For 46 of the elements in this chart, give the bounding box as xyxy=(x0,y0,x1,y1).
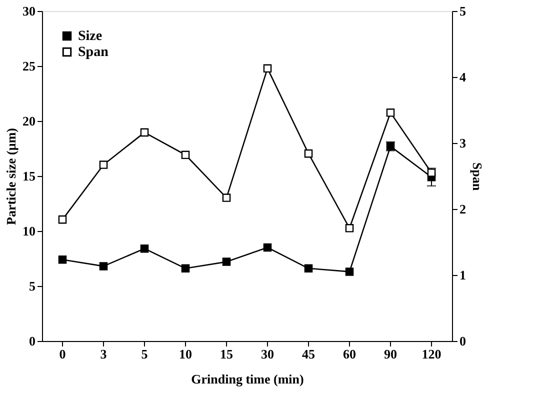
point xyxy=(58,215,67,224)
x-tick-label: 120 xyxy=(422,346,442,362)
legend-label: Size xyxy=(78,29,102,44)
point xyxy=(99,160,108,169)
x-tick-label: 10 xyxy=(179,346,192,362)
point xyxy=(58,255,67,264)
x-tick-label: 15 xyxy=(220,346,234,362)
y-tick-label: 5 xyxy=(29,278,36,294)
point xyxy=(263,243,272,252)
point xyxy=(222,258,231,266)
point xyxy=(99,262,108,270)
y2-tick-label: 2 xyxy=(460,202,466,216)
point xyxy=(386,108,395,117)
y-tick-label: 0 xyxy=(29,334,36,348)
y-tick-label: 10 xyxy=(22,224,36,238)
point xyxy=(345,268,354,276)
point xyxy=(222,194,231,202)
y2-tick-label: 0 xyxy=(460,334,466,348)
point xyxy=(263,64,272,73)
x-tick-label: 90 xyxy=(384,346,397,362)
point xyxy=(181,264,190,273)
y2-tick-label: 3 xyxy=(460,136,466,150)
point xyxy=(427,168,436,177)
x-tick-label: 60 xyxy=(343,346,356,362)
point xyxy=(304,264,313,273)
y2-axis-title: Span xyxy=(470,162,485,192)
y-tick-label: 30 xyxy=(22,4,36,18)
x-tick-label: 30 xyxy=(261,346,274,362)
point xyxy=(181,150,190,160)
y-tick-label: 15 xyxy=(22,168,36,184)
y2-tick-label: 1 xyxy=(460,268,466,282)
x-tick-label: 45 xyxy=(302,346,316,362)
point xyxy=(345,224,354,232)
x-tick-label: 3 xyxy=(100,346,108,362)
x-tick-label: 5 xyxy=(141,346,148,362)
x-axis-title: Grinding time (min) xyxy=(191,372,304,386)
point xyxy=(140,128,149,137)
y2-tick-label: 4 xyxy=(460,70,466,84)
legend-label: Span xyxy=(78,45,109,60)
point xyxy=(304,149,313,158)
y-tick-label: 25 xyxy=(22,58,36,74)
y2-tick-label: 5 xyxy=(460,4,466,18)
point xyxy=(140,244,149,253)
y-tick-label: 20 xyxy=(22,114,36,128)
y-axis-title: Particle size (µm) xyxy=(4,128,18,225)
x-tick-label: 0 xyxy=(59,346,66,362)
